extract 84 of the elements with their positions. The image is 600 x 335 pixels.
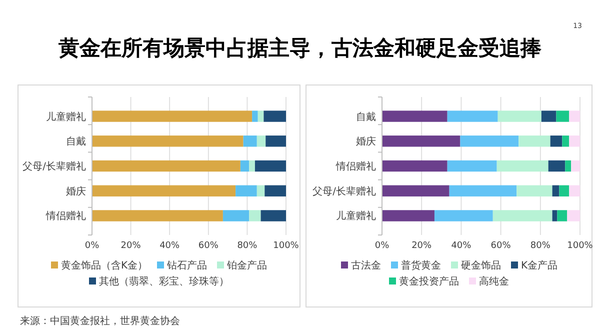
bar	[552, 210, 558, 222]
bar	[571, 160, 580, 172]
bar	[243, 136, 257, 147]
bar	[434, 210, 493, 222]
bar	[460, 136, 519, 147]
chart-title: 黄金在所有场景中占据主导，古法金和硬足金受追捧	[58, 36, 542, 60]
legend-label: 钻石产品	[166, 260, 207, 272]
x-tick-label: 100%	[567, 241, 594, 251]
bar	[92, 210, 223, 222]
bar	[492, 210, 552, 222]
legend-label: 古法金	[351, 260, 381, 272]
x-tick-label: 0%	[84, 241, 100, 251]
legend-label: 硬金饰品	[461, 260, 501, 272]
bar	[569, 110, 580, 122]
bar	[569, 136, 580, 147]
bar	[516, 185, 552, 196]
y-tick-label: 儿童赠礼	[336, 210, 376, 222]
x-tick-label: 20%	[120, 241, 142, 251]
x-tick-label: 80%	[530, 241, 551, 251]
bar	[266, 136, 286, 147]
x-tick-label: 80%	[237, 241, 258, 251]
bar	[498, 110, 542, 122]
bar	[254, 160, 286, 172]
x-tick-label: 20%	[412, 241, 432, 251]
legend-label: 高纯金	[479, 276, 509, 288]
bar	[222, 210, 250, 222]
bar	[567, 210, 580, 222]
x-tick-label: 60%	[198, 241, 219, 251]
bar	[562, 136, 570, 147]
bar	[382, 160, 448, 172]
bar	[382, 210, 434, 222]
bar	[548, 160, 566, 172]
legend-label: K金产品	[521, 260, 558, 272]
bar	[557, 210, 568, 222]
bar	[496, 160, 548, 172]
bar	[559, 185, 570, 196]
x-tick-label: 0%	[374, 241, 390, 251]
y-tick-label: 情侣赠礼	[335, 160, 376, 172]
bar	[256, 185, 265, 196]
x-tick-label: 60%	[490, 241, 512, 251]
bar	[92, 110, 252, 122]
y-tick-label: 情侣赠礼	[45, 210, 86, 222]
bar	[556, 110, 570, 122]
y-tick-label: 父母/长辈赠礼	[22, 160, 86, 172]
bar	[447, 160, 497, 172]
y-tick-label: 婚庆	[356, 136, 376, 148]
bar	[569, 185, 580, 196]
bar	[249, 160, 255, 172]
bar	[382, 136, 460, 147]
bar	[550, 136, 562, 147]
bar	[240, 160, 250, 172]
bar	[264, 185, 286, 196]
bar	[264, 110, 286, 122]
bar	[382, 185, 450, 196]
bar	[541, 110, 556, 122]
y-tick-label: 婚庆	[66, 185, 86, 198]
bar	[256, 136, 266, 147]
y-tick-label: 父母/长辈赠礼	[312, 185, 376, 198]
y-tick-label: 自戴	[66, 136, 86, 148]
legend-label: 其他（翡翠、彩宝、珍珠等）	[99, 276, 229, 288]
bar	[565, 160, 572, 172]
x-tick-label: 100%	[273, 241, 300, 251]
bar	[552, 185, 560, 196]
bar	[92, 185, 236, 196]
bar	[447, 110, 498, 122]
bar	[518, 136, 550, 147]
x-tick-label: 40%	[451, 241, 472, 251]
y-tick-label: 儿童赠礼	[46, 110, 86, 123]
bar	[449, 185, 517, 196]
legend-label: 铂金产品	[226, 260, 267, 272]
bar	[92, 136, 244, 147]
bar	[252, 110, 258, 122]
legend-label: 普货黄金	[401, 260, 441, 272]
bar	[92, 160, 240, 172]
y-tick-label: 自戴	[356, 110, 376, 123]
x-tick-label: 40%	[160, 241, 180, 251]
bar	[258, 110, 264, 122]
bar	[260, 210, 286, 222]
bar	[236, 185, 257, 196]
legend-label: 黄金饰品（含K金）	[61, 260, 148, 272]
bar	[249, 210, 261, 222]
source-note: 来源：中国黄金报社，世界黄金协会	[20, 315, 180, 327]
legend-label: 黄金投资产品	[399, 276, 459, 288]
bar	[382, 110, 448, 122]
